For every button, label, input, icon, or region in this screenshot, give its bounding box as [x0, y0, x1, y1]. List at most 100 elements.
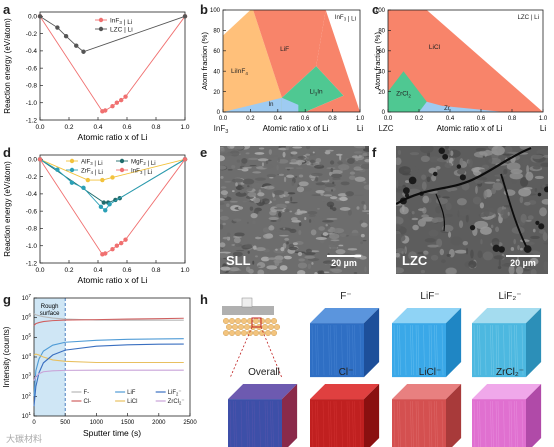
sem-grain	[351, 155, 363, 159]
sem-grain	[304, 251, 316, 256]
sem-grain	[439, 248, 445, 256]
sem-grain	[332, 228, 345, 234]
series-line	[33, 353, 184, 364]
x-tick-label: 1.0	[180, 267, 189, 274]
sem-grain	[516, 255, 520, 264]
sem-grain	[252, 171, 262, 174]
sem-grain	[475, 185, 478, 194]
cube-lif2-streak	[516, 325, 518, 376]
sem-grain	[255, 236, 262, 240]
sem-grain	[345, 191, 354, 197]
sem-grain	[364, 266, 367, 273]
sem-grain	[294, 175, 298, 178]
data-point	[119, 240, 124, 246]
data-point	[107, 202, 112, 207]
sem-grain	[353, 166, 362, 171]
sem-grain	[515, 266, 524, 274]
zoom-line	[260, 326, 283, 379]
sem-grain	[235, 249, 245, 252]
sem-grain	[260, 256, 270, 262]
schematic-particle	[264, 318, 271, 325]
x-tick-label: 0.0	[35, 267, 44, 274]
sem-grain	[282, 151, 286, 158]
series-line	[33, 369, 184, 381]
region-label: Li3In	[310, 89, 323, 97]
sem-pore	[442, 153, 449, 160]
sem-grain	[220, 155, 225, 162]
cube-licl-streak	[393, 401, 396, 447]
sem-grain	[360, 233, 365, 238]
cube-cl-streak	[348, 401, 351, 447]
sem-pore	[535, 220, 540, 225]
panel-label-b: b	[200, 2, 208, 17]
sem-grain	[249, 164, 257, 167]
x-tick-label: 1.0	[539, 116, 548, 122]
cube-lif2-streak	[473, 325, 476, 376]
sem-grain	[226, 203, 230, 208]
sem-grain	[331, 268, 343, 274]
cube-zrcl2-streak	[473, 401, 476, 447]
x-axis-label: Atomic ratio x of Li	[263, 124, 329, 133]
cube-cl-streak	[333, 401, 336, 447]
cube-lif2-streak	[514, 325, 516, 376]
sem-grain	[520, 177, 529, 188]
sem-grain	[242, 178, 255, 185]
schematic-particle	[253, 330, 260, 337]
sem-label-sll: SLL	[226, 253, 251, 268]
cube-zrcl2-streak	[492, 401, 494, 447]
sem-grain	[339, 154, 342, 161]
legend-label: F-	[83, 390, 89, 396]
data-point	[110, 103, 115, 109]
sem-grain	[483, 190, 488, 200]
sem-grain	[315, 236, 327, 240]
sem-grain	[266, 154, 278, 158]
x-tick-label: 0.0	[219, 116, 228, 122]
y-axis-label: Atom fraction (%)	[373, 32, 382, 90]
sem-grain	[247, 185, 250, 188]
sem-grain	[399, 206, 409, 215]
data-point	[103, 251, 108, 256]
sem-grain	[245, 185, 253, 192]
schematic-particle	[259, 318, 266, 325]
sem-grain	[249, 206, 254, 211]
sem-grain	[310, 229, 317, 236]
chart-g: 0 500 1000 1500 2000 2500 101 102 103 104 105 106 10…	[2, 293, 197, 438]
sem-grain	[257, 269, 265, 274]
x-tick-label: 0.6	[122, 124, 131, 131]
sem-grain	[231, 211, 236, 214]
sem-grain	[428, 229, 439, 237]
cube-lif-streak	[430, 325, 433, 376]
cube-zrcl2-streak	[484, 401, 487, 447]
sem-grain	[353, 272, 358, 274]
sem-grain	[235, 182, 238, 187]
sem-grain	[526, 164, 530, 175]
sem-grain	[289, 210, 293, 213]
cube-title-lif: LiF⁻	[420, 291, 440, 302]
scale-text-f: 20 µm	[510, 258, 536, 268]
cube-overall-side	[282, 384, 298, 447]
sem-grain	[222, 236, 229, 240]
cube-cl-streak	[311, 401, 314, 447]
sem-grain	[325, 149, 334, 152]
sem-grain	[457, 210, 460, 218]
sem-pore	[492, 244, 500, 253]
x-tick-label: 0.6	[477, 116, 486, 122]
sem-grain	[275, 248, 278, 251]
sem-grain	[447, 231, 452, 238]
sem-grain	[257, 265, 261, 268]
sem-grain	[257, 192, 265, 197]
sem-grain	[364, 158, 369, 163]
sem-grain	[509, 172, 524, 180]
scale-bar-e: 20 µm	[327, 255, 361, 268]
sem-grain	[362, 239, 367, 242]
sem-grain	[298, 222, 302, 227]
y-tick-label: 107	[22, 293, 32, 302]
sem-grain	[348, 175, 356, 180]
cube-licl-streak	[441, 401, 444, 447]
sem-grain	[494, 174, 507, 177]
sem-grain	[308, 155, 315, 158]
sem-grain	[398, 166, 411, 175]
cube-licl-streak	[417, 401, 420, 447]
x-tick-label: 0.0	[384, 116, 393, 122]
cube-overall-streak	[233, 401, 235, 447]
